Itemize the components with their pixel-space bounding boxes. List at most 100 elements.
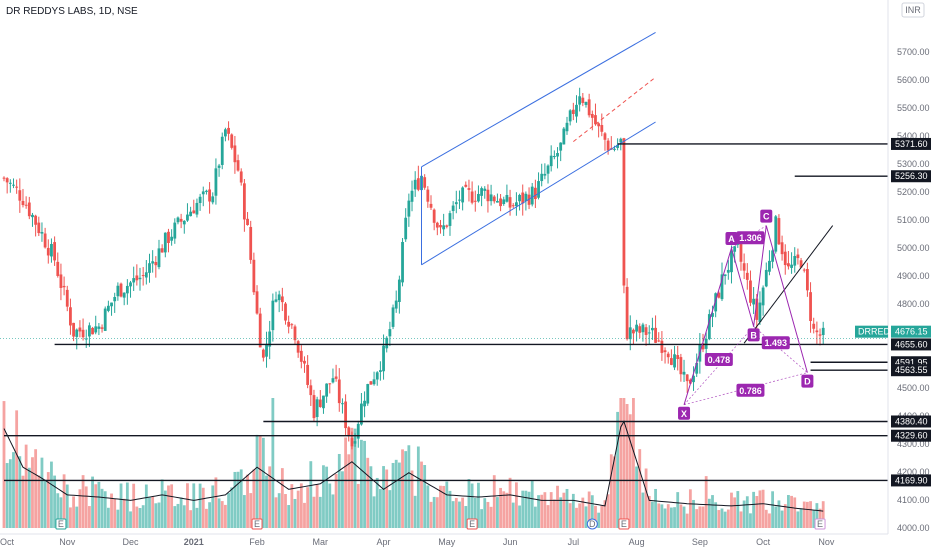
channel-lower-line	[421, 121, 656, 266]
volume-bar	[15, 410, 19, 528]
up-candle	[518, 193, 521, 211]
up-candle	[88, 322, 91, 347]
volume-bar	[227, 492, 230, 528]
down-candle	[239, 168, 243, 186]
harmonic-point-label: D	[804, 377, 811, 387]
marker-label: E	[58, 519, 64, 529]
candle-body	[198, 196, 202, 203]
down-candle	[625, 278, 629, 341]
up-candle	[461, 186, 465, 211]
candle-body	[432, 209, 436, 223]
volume-bar	[733, 497, 737, 528]
candle-body	[546, 165, 550, 174]
volume-bar	[470, 483, 474, 528]
candle-body	[423, 177, 427, 188]
harmonic-ratio-line	[683, 372, 808, 406]
marker-label: E	[621, 519, 627, 529]
up-candle	[549, 145, 553, 172]
volume-bar	[331, 494, 335, 528]
parallel-channel	[421, 31, 656, 266]
candle-body	[217, 165, 221, 168]
down-candle	[796, 248, 800, 265]
volume-bar	[309, 461, 313, 528]
candle-body	[454, 202, 458, 205]
volume-bar	[91, 476, 94, 528]
down-candle	[533, 179, 537, 208]
up-candle	[375, 371, 379, 386]
harmonic-ratio: 1.493	[761, 336, 790, 350]
currency-badge[interactable]: INR	[901, 2, 925, 18]
volume-bar	[445, 481, 449, 528]
candle-body	[110, 302, 113, 307]
price-tick-label: 5200.00	[897, 187, 930, 197]
candle-body	[167, 231, 170, 243]
volume-bar	[271, 398, 275, 528]
candle-body	[284, 303, 287, 321]
volume-bar	[388, 490, 392, 528]
candle-body	[407, 200, 411, 217]
up-candle	[442, 213, 446, 237]
time-tick-label: Apr	[377, 537, 391, 547]
down-candle	[69, 298, 72, 335]
up-candle	[413, 171, 417, 197]
down-candle	[53, 236, 57, 266]
volume-bar	[698, 506, 702, 528]
volume-bar	[432, 496, 436, 528]
candle-body	[515, 202, 518, 207]
volume-bar	[692, 499, 695, 528]
down-candle	[587, 93, 591, 118]
volume-bar	[461, 497, 465, 528]
earnings-marker: E	[55, 518, 67, 530]
down-candle	[160, 244, 164, 253]
volume-bar	[780, 510, 784, 528]
up-candle	[647, 325, 651, 345]
candle-body	[344, 401, 347, 429]
candle-body	[733, 246, 737, 252]
down-candle	[230, 133, 234, 150]
candle-body	[549, 155, 553, 167]
candle-body	[818, 334, 822, 336]
candle-body	[619, 138, 623, 143]
volume-bar	[768, 513, 771, 528]
down-candle	[429, 195, 433, 210]
down-candle	[208, 182, 211, 214]
volume-bar	[764, 509, 768, 528]
volume-bar	[97, 481, 101, 528]
down-candle	[309, 379, 313, 406]
candle-body	[353, 441, 357, 444]
harmonic-ratio-badge	[736, 383, 765, 397]
down-candle	[154, 256, 158, 278]
candle-body	[239, 171, 243, 183]
down-candle	[246, 212, 249, 226]
candle-body	[480, 188, 484, 196]
candle-body	[122, 292, 126, 298]
candle-body	[464, 184, 468, 187]
harmonic-point-x: X	[678, 406, 691, 420]
time-tick-label: Oct	[756, 537, 771, 547]
volume-bar	[224, 504, 227, 528]
candle-body	[401, 241, 404, 283]
candle-body	[575, 104, 578, 117]
down-candle	[597, 122, 601, 138]
candle-body	[46, 247, 50, 256]
volume-bar	[480, 509, 484, 528]
down-candle	[37, 216, 41, 237]
down-candle	[233, 135, 237, 174]
volume-bar	[571, 493, 575, 528]
down-candle	[100, 324, 104, 333]
candle-body	[429, 203, 433, 208]
up-candle	[726, 259, 730, 280]
up-candle	[186, 203, 189, 222]
time-tick-label: Jul	[568, 537, 580, 547]
volume-bar	[299, 483, 303, 528]
harmonic-point-a: A	[725, 232, 738, 245]
volume-bar	[622, 398, 626, 528]
candle-body	[230, 134, 234, 148]
volume-bar	[492, 475, 496, 528]
volume-bar	[315, 484, 319, 528]
harmonic-ratio-badge	[704, 353, 733, 366]
candle-body	[372, 379, 376, 385]
candle-body	[160, 248, 164, 253]
